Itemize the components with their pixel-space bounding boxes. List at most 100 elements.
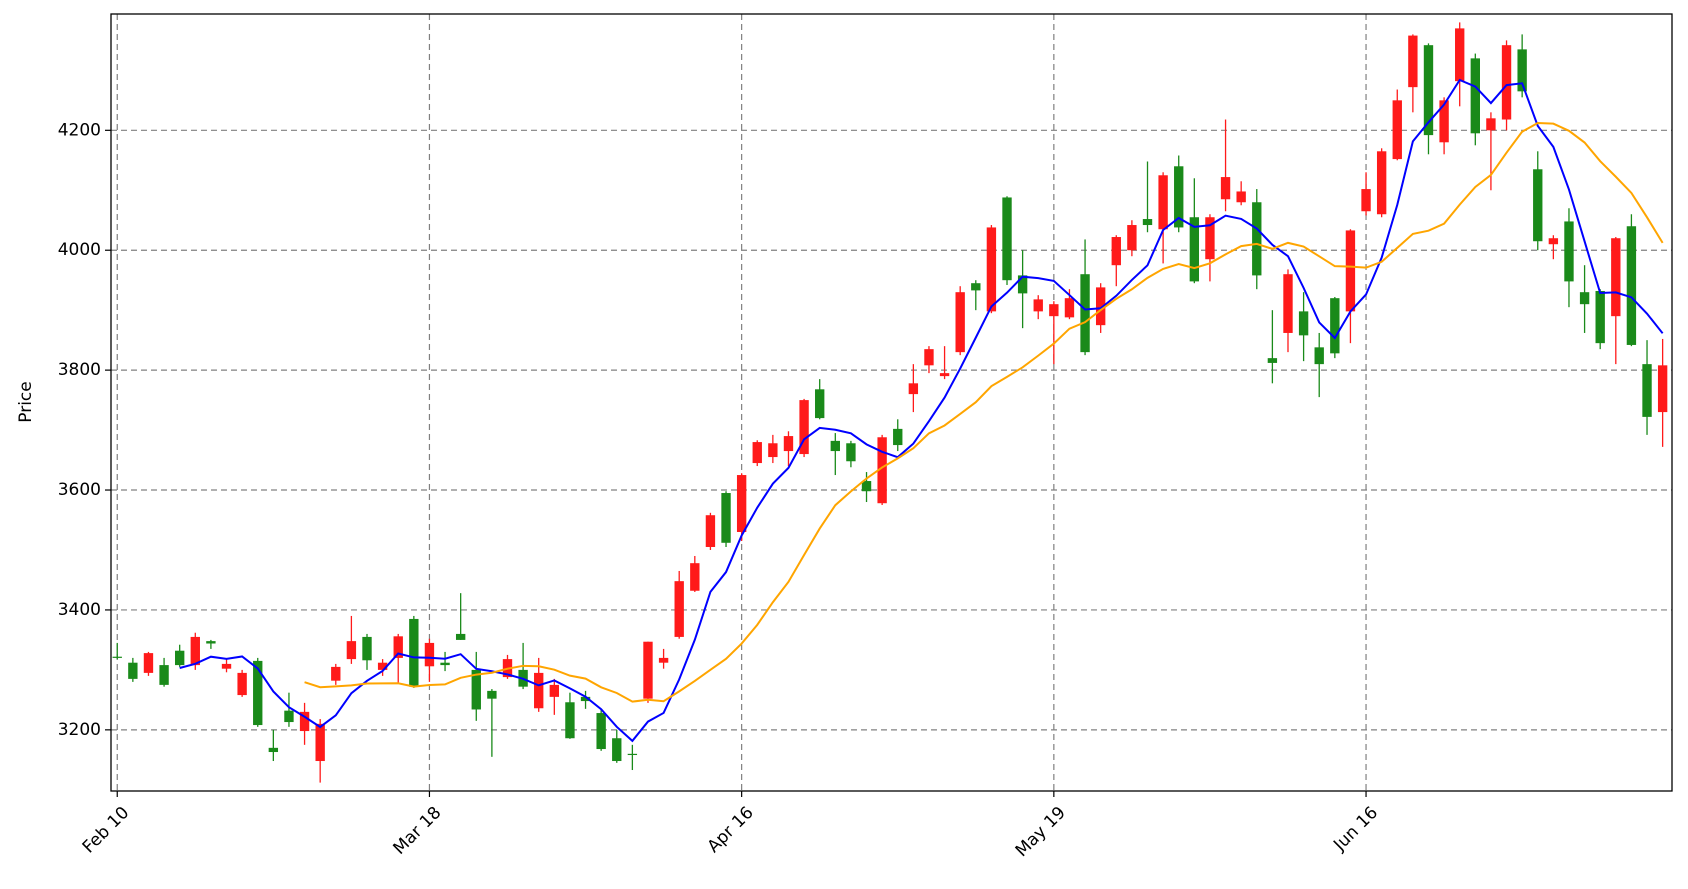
candle-body	[175, 650, 185, 666]
candle-body	[331, 666, 341, 681]
candle-body	[955, 292, 965, 353]
candle-body	[565, 702, 575, 739]
candle-body	[1345, 230, 1356, 312]
candle-body	[1095, 287, 1106, 326]
y-axis-label: Price	[16, 381, 36, 422]
candle-body	[471, 669, 481, 710]
candle-body	[206, 641, 216, 644]
candle-body	[143, 653, 154, 673]
candle-body	[237, 672, 247, 696]
x-tick-label: Jun 16	[1329, 803, 1382, 856]
candle-body	[1330, 298, 1340, 354]
candle-body	[362, 636, 372, 661]
candle-body	[268, 747, 279, 753]
candle-body	[393, 636, 403, 658]
x-tick-label: Mar 18	[390, 803, 446, 859]
candle-body	[893, 428, 903, 446]
candle-body	[908, 383, 919, 395]
candle-body	[924, 349, 934, 366]
candle-body	[190, 636, 200, 666]
candle-body	[159, 665, 169, 685]
candle-body	[1252, 202, 1262, 276]
y-tick-label: 3600	[58, 480, 101, 500]
candle-body	[861, 481, 872, 492]
candle-body	[1548, 238, 1559, 245]
y-tick-label: 4200	[58, 120, 101, 140]
moving-average-line	[304, 122, 1664, 703]
candle-body	[1002, 197, 1012, 281]
y-tick-label: 4000	[58, 240, 101, 260]
candle-body	[299, 711, 310, 732]
candle-body	[830, 440, 840, 452]
candle-body	[1564, 221, 1574, 282]
candle-body	[1189, 217, 1200, 282]
candle-body	[799, 400, 809, 455]
x-tick-label: Apr 16	[704, 803, 758, 857]
candle-body	[1517, 49, 1527, 92]
candle-body	[221, 663, 232, 669]
candle-body	[1626, 226, 1637, 345]
candle-body	[1033, 299, 1043, 312]
candle-body	[1267, 358, 1278, 363]
candle-body	[1064, 298, 1075, 318]
candle-body	[1611, 238, 1621, 317]
candle-body	[1392, 100, 1402, 160]
candle-body	[1533, 169, 1543, 242]
candle-body	[658, 657, 669, 663]
candle-body	[1408, 35, 1418, 88]
candle-body	[549, 684, 560, 697]
candle-body	[1501, 45, 1512, 120]
candle-body	[815, 389, 825, 419]
candle-body	[736, 475, 747, 532]
candle-body	[377, 662, 388, 670]
y-tick-label: 3200	[58, 720, 101, 740]
candle-body	[1657, 365, 1668, 413]
candle-body	[1361, 189, 1371, 212]
candle-body	[752, 442, 762, 464]
candle-body	[455, 633, 466, 640]
candle-body	[1470, 58, 1480, 134]
candle-body	[409, 618, 419, 687]
candle-body	[1423, 45, 1434, 136]
candle-body	[1439, 100, 1449, 143]
candle-body	[627, 753, 638, 756]
candle-body	[986, 227, 997, 312]
candle-body	[1080, 274, 1090, 353]
candle-body	[1174, 166, 1184, 228]
candle-body	[846, 443, 856, 462]
candle-body	[1017, 275, 1028, 294]
candle-body	[643, 641, 653, 699]
candle-body	[346, 641, 357, 660]
candle-body	[128, 662, 138, 679]
candle-body	[721, 493, 731, 543]
candle-body	[253, 660, 263, 726]
candle-body	[596, 713, 606, 750]
candle-body	[783, 436, 794, 452]
candle-body	[1205, 217, 1215, 260]
candle-body	[487, 690, 497, 699]
candle-body	[1049, 304, 1059, 317]
x-tick-label: May 19	[1012, 803, 1070, 861]
candle-body	[1314, 347, 1324, 365]
candle-body	[1158, 175, 1168, 230]
candle-body	[1595, 290, 1605, 344]
candle-body	[580, 696, 591, 702]
candle-body	[440, 662, 450, 666]
candle-body	[1642, 364, 1652, 417]
candle-body	[1236, 191, 1246, 203]
y-tick-label: 3800	[58, 360, 101, 380]
candle-body	[1486, 118, 1496, 131]
candle-body	[1376, 151, 1387, 215]
candle-body	[112, 656, 122, 658]
candle-body	[424, 642, 435, 667]
candle-body	[971, 283, 981, 291]
candle-body	[1111, 237, 1121, 266]
candle-body	[612, 738, 622, 762]
candle-body	[1142, 219, 1153, 226]
candle-body	[284, 710, 294, 723]
candle-body	[1127, 225, 1137, 251]
candle-body	[534, 672, 544, 709]
candle-body	[1298, 311, 1309, 336]
plot-frame	[110, 13, 1673, 792]
